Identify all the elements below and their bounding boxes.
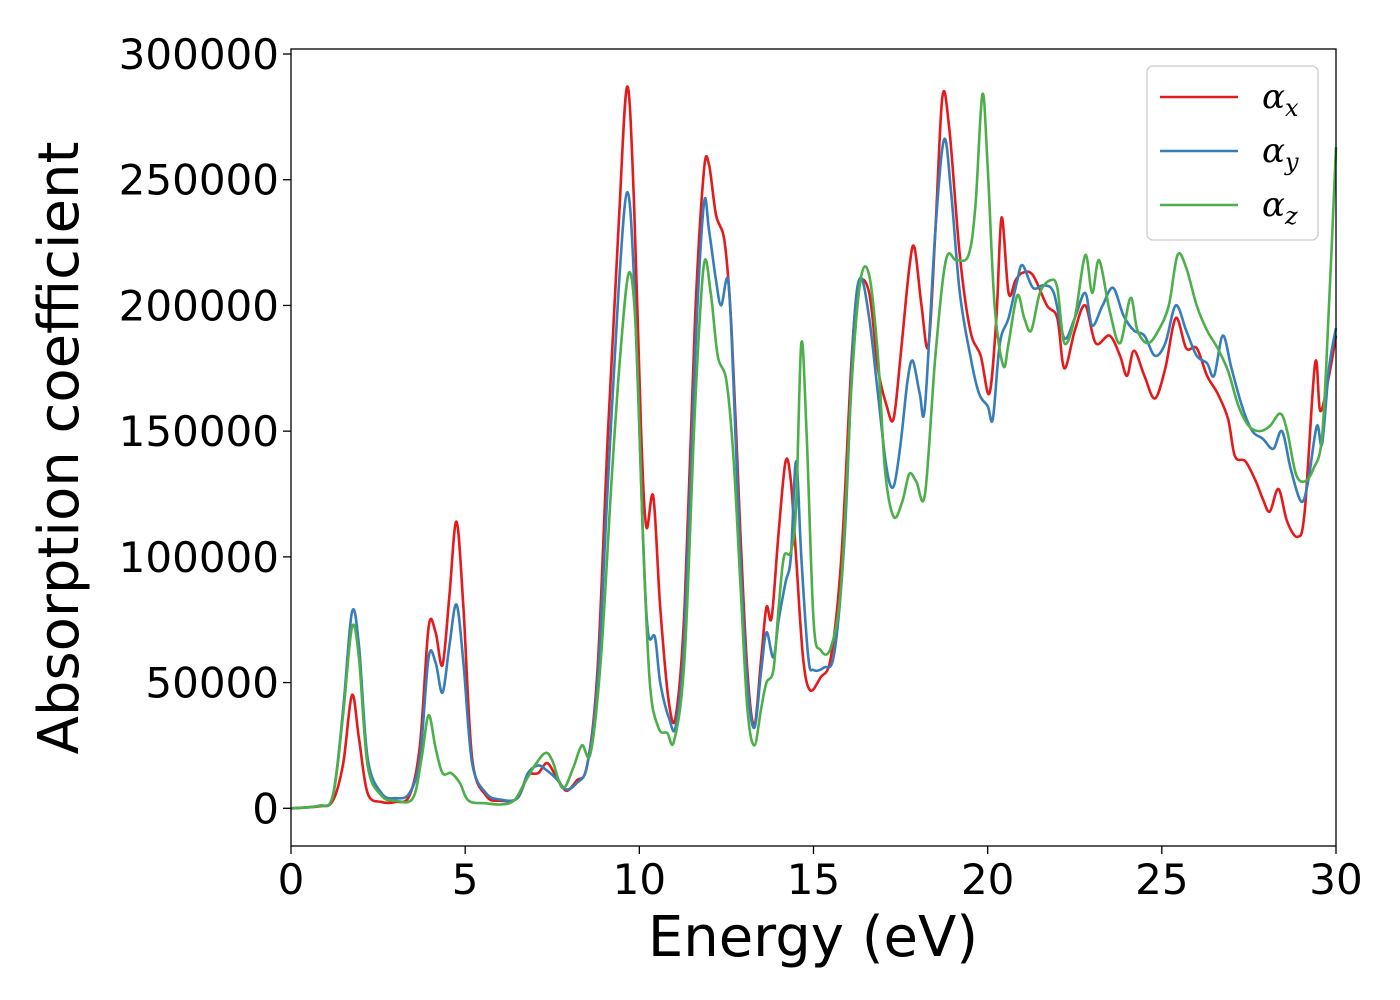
legend-symbol: α xyxy=(1262,131,1285,171)
x-tick-label: 5 xyxy=(452,855,479,904)
x-tick-label: 15 xyxy=(787,855,840,904)
legend-symbol: α xyxy=(1262,77,1285,117)
x-tick-label: 10 xyxy=(613,855,666,904)
series-line-y xyxy=(290,137,1338,810)
y-axis: 0 50000 100000 150000 200000 250000 300000 xyxy=(119,30,291,833)
legend-subscript: y xyxy=(1284,148,1299,176)
series-line-z xyxy=(290,92,1338,810)
legend-label-z: αz xyxy=(1262,185,1298,230)
y-tick-label: 50000 xyxy=(145,659,279,708)
y-tick-label: 300000 xyxy=(119,30,279,79)
y-axis-title: Absorption coefficient xyxy=(27,142,92,755)
legend-symbol: α xyxy=(1262,185,1285,225)
legend-subscript: x xyxy=(1285,94,1299,122)
series-layer xyxy=(290,85,1338,810)
y-tick-label: 0 xyxy=(252,784,279,833)
legend-box xyxy=(1146,65,1319,241)
x-tick-label: 20 xyxy=(961,855,1014,904)
legend-subscript: z xyxy=(1284,202,1298,230)
y-tick-label: 200000 xyxy=(119,281,279,330)
y-tick-label: 150000 xyxy=(119,407,279,456)
x-tick-label: 0 xyxy=(278,855,305,904)
y-tick-label: 250000 xyxy=(119,156,279,205)
x-axis-title: Energy (eV) xyxy=(648,905,978,970)
x-tick-label: 25 xyxy=(1135,855,1188,904)
x-tick-label: 30 xyxy=(1309,855,1362,904)
legend-label-x: αx xyxy=(1262,77,1299,122)
legend-label-y: αy xyxy=(1262,131,1299,176)
x-axis: 0 5 10 15 20 25 30 xyxy=(278,846,1363,904)
y-tick-label: 100000 xyxy=(119,533,279,582)
